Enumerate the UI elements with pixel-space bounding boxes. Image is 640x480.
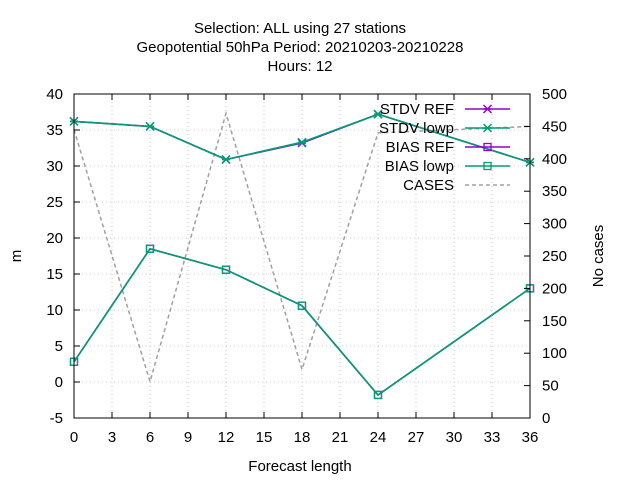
y2-tick-label: 0 — [542, 410, 550, 427]
y-axis-label: m — [8, 250, 25, 263]
x-tick-label: 30 — [446, 429, 463, 446]
y2-tick-label: 50 — [542, 378, 559, 395]
y-tick-label: 10 — [46, 302, 63, 319]
x-tick-label: 15 — [256, 429, 273, 446]
series-line — [73, 110, 531, 385]
y2-tick-label: 350 — [542, 183, 567, 200]
series-layer — [69, 109, 535, 400]
title-line-3: Hours: 12 — [267, 58, 332, 75]
data-point — [373, 109, 383, 119]
x-axis-label: Forecast length — [248, 458, 351, 475]
data-point — [297, 137, 307, 147]
data-point — [221, 154, 231, 165]
series-line — [73, 247, 531, 397]
y2-axis-label: No cases — [590, 225, 607, 288]
legend-entry: CASES — [403, 177, 510, 194]
chart-title: Selection: ALL using 27 stations Geopote… — [137, 20, 464, 75]
y-tick-label: 0 — [55, 374, 63, 391]
data-point — [483, 161, 492, 171]
y2-tick-label: 200 — [542, 280, 567, 297]
y-tick-label: 5 — [55, 338, 63, 355]
y2-tick-label: 400 — [542, 151, 567, 168]
legend-entry: BIAS REF — [386, 139, 510, 156]
legend: STDV REF STDV lowp BIAS REF BIAS lowp CASES — [379, 101, 510, 194]
x-tick-label: 24 — [370, 429, 387, 446]
legend-entry: STDV REF — [380, 101, 510, 118]
x-tick-label: 9 — [184, 429, 192, 446]
data-point — [145, 244, 155, 253]
legend-label: STDV REF — [380, 101, 454, 118]
legend-label: BIAS REF — [386, 139, 454, 156]
legend-label: BIAS lowp — [385, 158, 454, 175]
x-tick-labels: 0 3 6 9 12 15 18 21 24 27 30 33 36 — [70, 429, 539, 446]
y-tick-label: 20 — [46, 230, 63, 247]
data-point — [482, 104, 493, 114]
cases-series-layer — [73, 110, 531, 385]
y2-tick-label: 250 — [542, 248, 567, 265]
y2-tick-label: 150 — [542, 313, 567, 330]
series-bias-ref — [69, 244, 535, 400]
y-tick-label: 40 — [46, 86, 63, 103]
y-tick-label: -5 — [50, 410, 63, 427]
legend-label: CASES — [403, 177, 454, 194]
y2-tick-label: 100 — [542, 345, 567, 362]
y2-tick-label: 500 — [542, 86, 567, 103]
y-tick-label: 25 — [46, 194, 63, 211]
grid — [74, 94, 530, 418]
axis-ticks — [73, 93, 531, 419]
y2-tick-label: 300 — [542, 216, 567, 233]
y-tick-label: 35 — [46, 122, 63, 139]
legend-entry: STDV lowp — [379, 120, 510, 137]
x-tick-label: 21 — [332, 429, 349, 446]
x-tick-label: 0 — [70, 429, 78, 446]
data-point — [145, 121, 155, 131]
data-point — [373, 390, 383, 400]
legend-label: STDV lowp — [379, 120, 454, 137]
x-tick-label: 12 — [218, 429, 235, 446]
title-line-2: Geopotential 50hPa Period: 20210203-2021… — [137, 39, 464, 56]
y-tick-label: 30 — [46, 158, 63, 175]
x-tick-label: 33 — [484, 429, 501, 446]
y-tick-labels: -5 0 5 10 15 20 25 30 35 40 — [46, 86, 63, 427]
x-tick-label: 27 — [408, 429, 425, 446]
title-line-1: Selection: ALL using 27 stations — [194, 20, 406, 37]
y-tick-label: 15 — [46, 266, 63, 283]
x-tick-label: 6 — [146, 429, 154, 446]
series-line — [73, 113, 531, 164]
series-bias-lowp — [69, 244, 535, 400]
x-tick-label: 18 — [294, 429, 311, 446]
data-point — [483, 142, 492, 152]
y2-tick-labels: 0 50 100 150 200 250 300 350 400 450 500 — [542, 86, 567, 427]
y2-tick-label: 450 — [542, 118, 567, 135]
x-tick-label: 3 — [108, 429, 116, 446]
x-tick-label: 36 — [522, 429, 539, 446]
legend-entry: BIAS lowp — [385, 158, 510, 175]
data-point — [297, 301, 307, 310]
data-point — [221, 265, 231, 274]
series-cases — [73, 110, 531, 385]
data-point — [482, 123, 493, 133]
